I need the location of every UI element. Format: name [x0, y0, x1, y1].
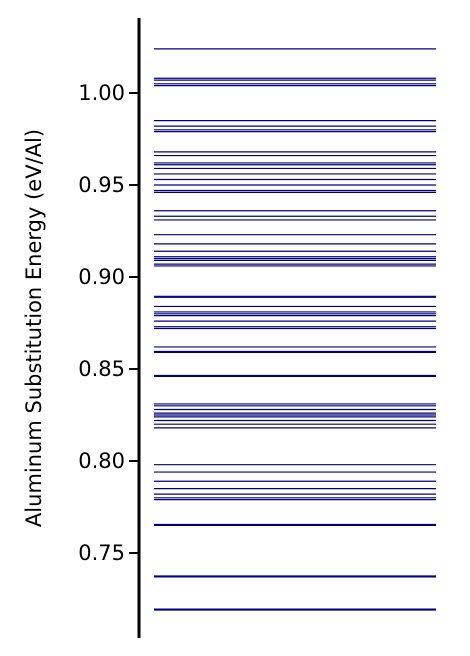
y-axis-ticks: 0.75 0.80 0.85 0.90 0.95 1.00	[78, 81, 139, 565]
y-tick-label: 0.80	[78, 449, 125, 473]
y-tick-label: 0.75	[78, 541, 125, 565]
energy-levels	[154, 48, 436, 611]
y-axis-title: Aluminum Substitution Energy (eV/Al)	[22, 129, 46, 527]
y-tick-label: 0.85	[78, 357, 125, 381]
y-tick-label: 0.95	[78, 173, 125, 197]
y-tick-label: 1.00	[78, 81, 125, 105]
y-tick-label: 0.90	[78, 265, 125, 289]
